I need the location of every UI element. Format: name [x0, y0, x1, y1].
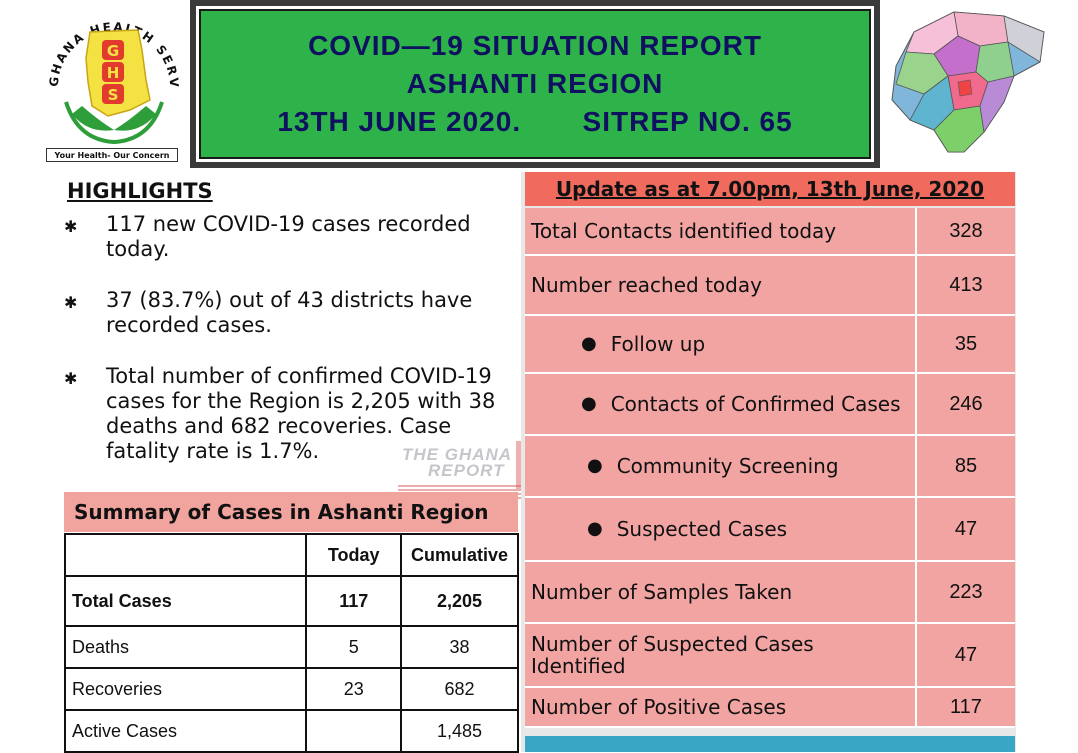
logo-letter-h: H [107, 64, 120, 82]
row-label: Contacts of Confirmed Cases [610, 392, 901, 416]
row-today: 23 [305, 667, 403, 711]
row-label: Total Cases [63, 575, 308, 627]
row-label: Community Screening [616, 454, 839, 478]
row-label: Number of Samples Taken [525, 562, 917, 622]
highlight-text: 37 (83.7%) out of 43 districts have reco… [106, 288, 473, 337]
report-date-sitrep: 13TH JUNE 2020. SITREP NO. 65 [277, 106, 793, 137]
row-today [305, 709, 403, 753]
table-row: Number of Positive Cases 117 [525, 688, 1015, 728]
logo-tagline: Your Health- Our Concern [46, 148, 178, 162]
asterisk-bullet-icon: ✱ [64, 217, 78, 236]
row-label-container: ● Community Screening [525, 436, 917, 496]
bullet-dot-icon: ● [581, 393, 597, 414]
row-label-container: ● Suspected Cases [525, 498, 917, 560]
report-title: COVID—19 SITUATION REPORT [308, 30, 762, 61]
highlights-heading: HIGHLIGHTS [67, 179, 213, 203]
summary-table: Today Cumulative Total Cases 117 2,205 D… [63, 533, 519, 753]
row-value: 328 [949, 219, 983, 242]
highlight-item: ✱ Total number of confirmed COVID-19 cas… [60, 364, 515, 464]
row-value: 35 [954, 332, 978, 355]
bullet-dot-icon: ● [587, 518, 603, 539]
table-row: Total Contacts identified today 328 [525, 208, 1015, 256]
summary-col-label [63, 533, 308, 577]
logo-letter-g: G [107, 42, 119, 60]
row-label-container: ● Follow up [525, 316, 917, 372]
row-label-container: ● Contacts of Confirmed Cases [525, 374, 917, 434]
summary-col-today: Today [305, 533, 403, 577]
table-row: Total Cases 117 2,205 [63, 575, 519, 627]
row-label: Recoveries [63, 667, 308, 711]
asterisk-bullet-icon: ✱ [64, 369, 78, 388]
watermark-line2: REPORT [428, 461, 505, 480]
table-row: Recoveries 23 682 [63, 667, 519, 711]
highlight-item: ✱ 117 new COVID-19 cases recorded today. [60, 212, 515, 262]
highlight-text: Total number of confirmed COVID-19 cases… [106, 364, 496, 463]
highlights-list: ✱ 117 new COVID-19 cases recorded today.… [60, 212, 515, 490]
table-row: ● Follow up 35 [525, 316, 1015, 374]
ashanti-district-map [884, 2, 1054, 162]
update-table: Total Contacts identified today 328 Numb… [525, 208, 1015, 728]
row-value: 223 [949, 580, 983, 603]
row-label: Follow up [610, 332, 706, 356]
row-cumulative: 682 [400, 667, 519, 711]
next-section-strip [525, 736, 1015, 752]
row-cumulative: 1,485 [400, 709, 519, 753]
summary-header-row: Today Cumulative [63, 533, 519, 577]
summary-col-cumulative: Cumulative [400, 533, 519, 577]
summary-heading: Summary of Cases in Ashanti Region [64, 492, 518, 532]
row-label: Active Cases [63, 709, 308, 753]
report-region: ASHANTI REGION [406, 68, 664, 99]
bullet-dot-icon: ● [581, 333, 597, 354]
bullet-dot-icon: ● [587, 455, 603, 476]
table-row: ● Suspected Cases 47 [525, 498, 1015, 562]
asterisk-bullet-icon: ✱ [64, 293, 78, 312]
row-value: 85 [954, 454, 978, 477]
highlight-item: ✱ 37 (83.7%) out of 43 districts have re… [60, 288, 515, 338]
row-today: 117 [305, 575, 403, 627]
row-value: 47 [954, 517, 978, 540]
update-heading: Update as at 7.00pm, 13th June, 2020 [525, 172, 1015, 206]
row-value: 246 [949, 392, 983, 415]
table-row: Number of Samples Taken 223 [525, 562, 1015, 624]
table-row: Active Cases 1,485 [63, 709, 519, 753]
row-value: 413 [949, 273, 983, 296]
table-row: Number of Suspected Cases Identified 47 [525, 624, 1015, 688]
ghs-logo: GHANA HEALTH SERVICE G H S [33, 0, 188, 164]
watermark-line1: THE GHANA [402, 445, 513, 464]
row-value: 117 [950, 695, 982, 718]
highlight-text: 117 new COVID-19 cases recorded today. [106, 212, 471, 261]
row-cumulative: 38 [400, 625, 519, 669]
report-title-box: COVID—19 SITUATION REPORT ASHANTI REGION… [190, 0, 880, 168]
table-row: ● Contacts of Confirmed Cases 246 [525, 374, 1015, 436]
row-label: Number reached today [525, 256, 917, 314]
row-cumulative: 2,205 [400, 575, 519, 627]
table-row: ● Community Screening 85 [525, 436, 1015, 498]
row-label: Total Contacts identified today [525, 208, 917, 254]
table-row: Deaths 5 38 [63, 625, 519, 669]
row-value: 47 [954, 643, 978, 666]
row-label: Deaths [63, 625, 308, 669]
row-label: Number of Suspected Cases Identified [525, 624, 917, 686]
table-row: Number reached today 413 [525, 256, 1015, 316]
row-today: 5 [305, 625, 403, 669]
logo-letter-s: S [108, 86, 119, 104]
row-label: Number of Positive Cases [525, 688, 917, 726]
row-label: Suspected Cases [616, 517, 788, 541]
